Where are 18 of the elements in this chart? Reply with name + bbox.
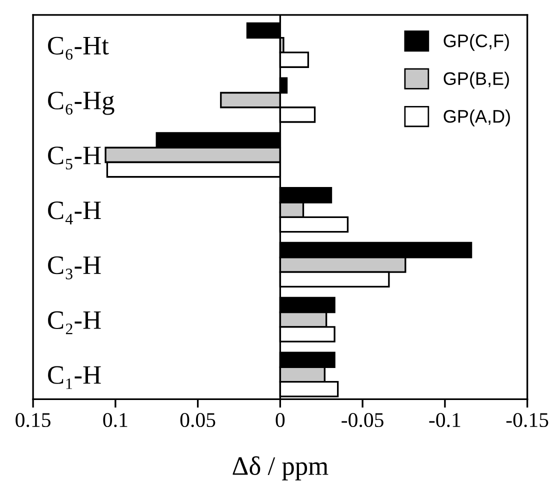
x-tick-label: 0.05 [180, 412, 216, 428]
legend-label: GP(A,D) [444, 109, 510, 126]
x-tick-label: -0.1 [429, 412, 460, 428]
y-tick-label: C₅-H [48, 146, 101, 170]
legend-label: GP(C,F) [444, 34, 509, 51]
x-tick-label: 0 [276, 412, 285, 428]
y-tick-label: C₆-Hg [48, 92, 114, 115]
y-tick-label: C₄-H [48, 202, 101, 224]
y-tick-label: C₁-H [48, 366, 101, 389]
y-tick-label: C₃-H [48, 256, 101, 280]
x-tick-label: -0.05 [342, 412, 384, 428]
x-tick-label: -0.15 [506, 412, 548, 428]
y-tick-label: C₆-Ht [48, 36, 109, 60]
x-tick-label: 0.1 [103, 412, 128, 428]
x-tick-label: 0.15 [16, 412, 50, 428]
x-axis-title: Δδ / ppm [232, 456, 328, 480]
y-tick-label: C₂-H [48, 311, 101, 334]
legend-label: GP(B,E) [444, 72, 509, 89]
